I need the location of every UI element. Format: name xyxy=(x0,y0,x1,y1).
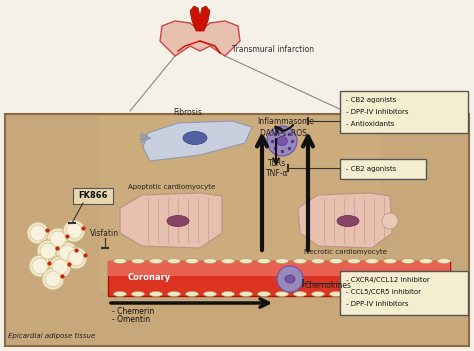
Circle shape xyxy=(68,250,84,266)
FancyBboxPatch shape xyxy=(5,114,469,346)
Ellipse shape xyxy=(239,258,253,264)
Ellipse shape xyxy=(221,258,235,264)
Text: - Chemerin: - Chemerin xyxy=(112,306,154,316)
Circle shape xyxy=(56,242,78,264)
Ellipse shape xyxy=(365,258,379,264)
Ellipse shape xyxy=(285,275,295,283)
FancyBboxPatch shape xyxy=(108,261,450,276)
FancyBboxPatch shape xyxy=(340,271,468,315)
Ellipse shape xyxy=(276,137,288,146)
Ellipse shape xyxy=(257,258,271,264)
Ellipse shape xyxy=(275,291,289,297)
FancyBboxPatch shape xyxy=(73,188,113,204)
Circle shape xyxy=(32,258,48,274)
Polygon shape xyxy=(160,21,240,56)
Ellipse shape xyxy=(383,258,396,264)
Text: TLRs: TLRs xyxy=(268,159,286,167)
Circle shape xyxy=(37,240,59,262)
Ellipse shape xyxy=(347,291,361,297)
Text: Inflammasome: Inflammasome xyxy=(257,117,315,126)
Ellipse shape xyxy=(438,291,450,297)
Circle shape xyxy=(45,271,61,287)
Ellipse shape xyxy=(257,291,271,297)
Ellipse shape xyxy=(311,291,325,297)
Text: - DPP-IV inhibitors: - DPP-IV inhibitors xyxy=(346,301,409,307)
Ellipse shape xyxy=(401,291,414,297)
Ellipse shape xyxy=(221,291,235,297)
Text: DAMPs  ROS: DAMPs ROS xyxy=(260,128,306,138)
Circle shape xyxy=(59,245,75,261)
Ellipse shape xyxy=(149,291,163,297)
FancyBboxPatch shape xyxy=(100,116,380,291)
Polygon shape xyxy=(143,121,252,161)
Ellipse shape xyxy=(293,258,307,264)
Text: Apoptotic cardiomyocyte: Apoptotic cardiomyocyte xyxy=(128,184,216,190)
Circle shape xyxy=(47,228,69,250)
Text: - DPP-IV inhibitors: - DPP-IV inhibitors xyxy=(346,109,409,115)
Ellipse shape xyxy=(185,258,199,264)
Circle shape xyxy=(382,213,398,229)
Text: - Antioxidants: - Antioxidants xyxy=(346,121,394,127)
Polygon shape xyxy=(120,193,222,248)
Text: - Omentin: - Omentin xyxy=(112,314,150,324)
Ellipse shape xyxy=(347,258,361,264)
Text: Visfatin: Visfatin xyxy=(91,229,119,238)
Polygon shape xyxy=(190,6,210,31)
Text: - CB2 agonists: - CB2 agonists xyxy=(346,166,396,172)
Ellipse shape xyxy=(365,291,379,297)
Circle shape xyxy=(30,225,46,241)
Ellipse shape xyxy=(131,258,145,264)
Ellipse shape xyxy=(167,216,189,226)
Circle shape xyxy=(52,259,68,275)
Ellipse shape xyxy=(113,291,127,297)
Text: - CXCR4/CCL12 inhibitor: - CXCR4/CCL12 inhibitor xyxy=(346,277,430,283)
Circle shape xyxy=(63,220,85,242)
Ellipse shape xyxy=(183,132,207,145)
Ellipse shape xyxy=(438,258,450,264)
Text: - CCL5/CCR5 inhibitor: - CCL5/CCR5 inhibitor xyxy=(346,289,421,295)
Text: - CB2 agonists: - CB2 agonists xyxy=(346,97,396,103)
Ellipse shape xyxy=(149,258,163,264)
Circle shape xyxy=(42,268,64,290)
Ellipse shape xyxy=(185,291,199,297)
Ellipse shape xyxy=(203,258,217,264)
Text: Chemokines: Chemokines xyxy=(305,282,352,291)
Text: Necrotic cardiomyocyte: Necrotic cardiomyocyte xyxy=(303,249,386,255)
Text: FK866: FK866 xyxy=(78,192,108,200)
Ellipse shape xyxy=(311,258,325,264)
Ellipse shape xyxy=(337,216,359,226)
Ellipse shape xyxy=(419,258,432,264)
Text: Coronary: Coronary xyxy=(128,273,171,283)
Ellipse shape xyxy=(329,291,343,297)
Circle shape xyxy=(49,256,71,278)
Circle shape xyxy=(66,223,82,239)
FancyBboxPatch shape xyxy=(108,261,450,296)
Ellipse shape xyxy=(113,258,127,264)
Ellipse shape xyxy=(275,258,289,264)
FancyBboxPatch shape xyxy=(340,91,468,133)
Ellipse shape xyxy=(131,291,145,297)
Polygon shape xyxy=(298,193,392,248)
Ellipse shape xyxy=(401,258,414,264)
Circle shape xyxy=(40,243,56,259)
Circle shape xyxy=(27,222,49,244)
Ellipse shape xyxy=(239,291,253,297)
Text: Epicardial adipose tissue: Epicardial adipose tissue xyxy=(8,333,95,339)
Circle shape xyxy=(29,255,51,277)
Ellipse shape xyxy=(167,291,181,297)
Text: TNF-α: TNF-α xyxy=(266,168,288,178)
Ellipse shape xyxy=(167,258,181,264)
Ellipse shape xyxy=(329,258,343,264)
Circle shape xyxy=(65,247,87,269)
Circle shape xyxy=(267,126,297,156)
Circle shape xyxy=(50,231,66,247)
Ellipse shape xyxy=(293,291,307,297)
Text: Transmural infarction: Transmural infarction xyxy=(232,45,314,54)
Text: Fibrosis: Fibrosis xyxy=(173,108,202,117)
Ellipse shape xyxy=(203,291,217,297)
Circle shape xyxy=(277,266,303,292)
Ellipse shape xyxy=(383,291,396,297)
FancyBboxPatch shape xyxy=(340,159,426,179)
Ellipse shape xyxy=(419,291,432,297)
